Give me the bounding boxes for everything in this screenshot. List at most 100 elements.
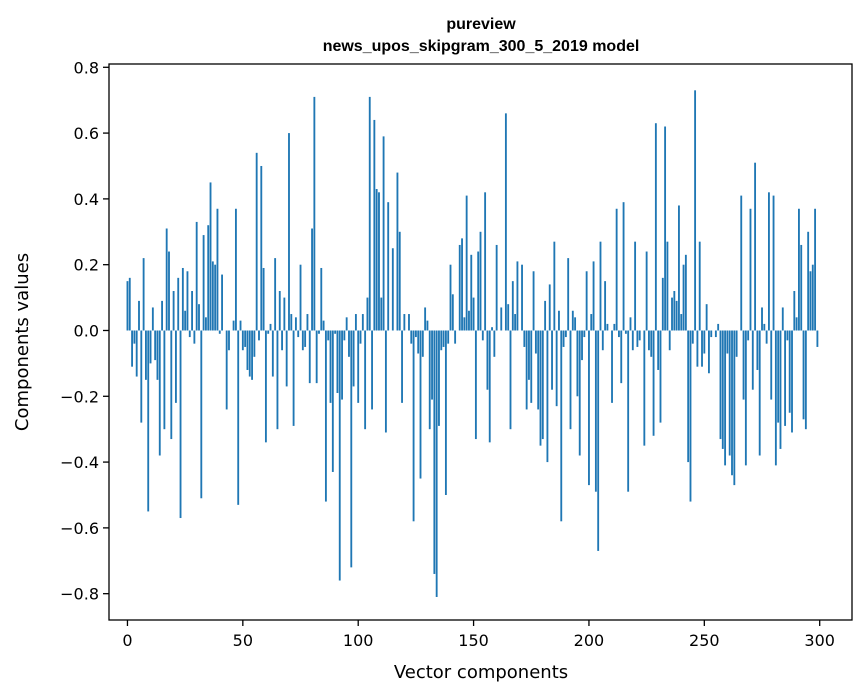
chart-subtitle: news_upos_skipgram_300_5_2019 model [323, 38, 640, 55]
bar [717, 323, 720, 331]
bar [396, 172, 399, 331]
bar [345, 317, 348, 331]
bar [768, 192, 770, 331]
bar-series [126, 90, 819, 597]
bar [710, 330, 713, 338]
bar [500, 307, 503, 331]
bar [791, 330, 793, 433]
bar [604, 281, 607, 331]
bar [569, 330, 572, 430]
bar [278, 291, 281, 331]
bar [537, 330, 540, 410]
bar [694, 90, 697, 331]
bar [479, 231, 482, 331]
bar [294, 317, 297, 331]
bar [657, 330, 660, 370]
bar [451, 294, 454, 331]
bar [375, 189, 378, 331]
bar [648, 330, 650, 351]
bar [481, 330, 484, 341]
bar [216, 208, 219, 331]
bar [708, 330, 710, 374]
bar [384, 330, 387, 433]
bar [403, 314, 406, 331]
bar [793, 291, 796, 331]
bar [807, 231, 810, 331]
x-tick-label: 300 [804, 631, 835, 650]
bar [264, 330, 267, 443]
bar [495, 244, 498, 331]
bar [484, 192, 487, 331]
bar [239, 320, 242, 331]
bar [361, 314, 364, 331]
bar [599, 241, 602, 331]
bar [207, 225, 210, 331]
bar [188, 330, 191, 338]
bar [721, 330, 724, 449]
bar [149, 330, 152, 364]
bar [186, 271, 189, 331]
bar [583, 330, 586, 338]
bar [756, 330, 759, 370]
x-tick-label: 50 [233, 631, 253, 650]
bar [765, 330, 768, 344]
bar [581, 330, 583, 361]
bar [560, 330, 563, 522]
bar [532, 271, 535, 331]
bar [668, 330, 671, 351]
bar [382, 136, 385, 331]
bar [763, 323, 766, 331]
bar [424, 307, 427, 331]
bar [731, 330, 733, 476]
bar [366, 297, 369, 331]
bar [350, 330, 353, 568]
bar [177, 277, 180, 331]
bar [449, 264, 452, 331]
bar [740, 195, 743, 331]
bar [802, 330, 805, 420]
bar [555, 330, 558, 407]
bar [218, 330, 221, 334]
bar [744, 330, 747, 466]
bar [701, 330, 703, 367]
bar [299, 264, 302, 331]
bar [417, 330, 420, 354]
bar [145, 330, 147, 380]
bar [638, 330, 641, 341]
bar [138, 300, 140, 331]
bar [274, 258, 277, 331]
bar [687, 330, 690, 463]
bar [606, 323, 609, 331]
bar [758, 330, 761, 456]
bar [246, 330, 249, 370]
bar [594, 330, 597, 492]
bar [465, 195, 468, 331]
bar [228, 330, 230, 351]
bar [151, 307, 154, 331]
bar [195, 221, 198, 331]
bar [491, 327, 493, 331]
bar [204, 317, 207, 331]
bar [225, 330, 228, 410]
bar [588, 330, 590, 486]
bar [691, 330, 694, 344]
bar [509, 330, 512, 430]
bar [281, 330, 283, 351]
bar [689, 330, 692, 502]
x-axis-label: Vector components [394, 662, 568, 683]
bar [798, 208, 800, 331]
bar [601, 330, 604, 351]
bar [546, 330, 549, 463]
bar [511, 281, 514, 331]
y-tick-label: 0.0 [74, 321, 99, 340]
bar [781, 307, 784, 331]
bar [378, 192, 380, 331]
x-tick-label: 0 [122, 631, 132, 650]
bar [391, 248, 394, 331]
bar [258, 330, 260, 341]
bar [698, 241, 701, 331]
bar [184, 310, 187, 331]
bar [315, 330, 318, 384]
bar [578, 330, 581, 456]
bar [463, 317, 466, 331]
